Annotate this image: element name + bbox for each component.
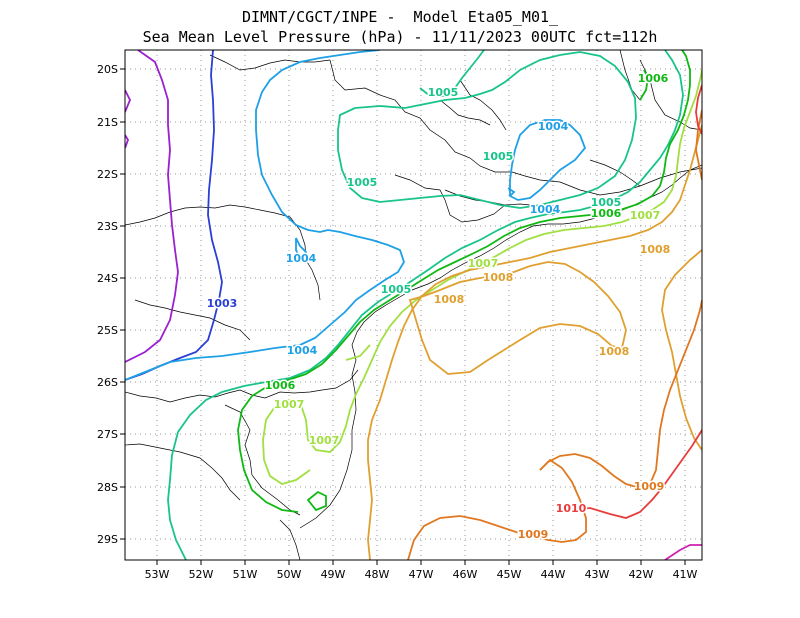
contour-label-1007: 1007: [468, 257, 499, 270]
contour-label-1005: 1005: [347, 176, 378, 189]
contour-label-1004: 1004: [286, 252, 317, 265]
isobar-1008-loop: [408, 261, 627, 375]
isobar-1006-loop: [306, 490, 327, 512]
isobar-1009-a: [539, 299, 702, 489]
contour-label-1008: 1008: [434, 293, 465, 306]
isobar-1010-b: [695, 84, 702, 135]
isobar-1001: [125, 89, 131, 113]
isobar-1010: [555, 429, 702, 519]
lat-label: 22S: [97, 168, 118, 181]
lat-label: 24S: [97, 272, 118, 285]
contour-label-1004: 1004: [538, 120, 569, 133]
isobar-1009-b: [407, 458, 587, 560]
contour-label-1005: 1005: [591, 196, 622, 209]
lon-label: 45W: [497, 568, 522, 581]
isobar-1005-south: [167, 50, 684, 560]
isobar-1007-west: [345, 344, 371, 361]
contour-label-1003: 1003: [207, 297, 238, 310]
contour-label-1004: 1004: [530, 203, 561, 216]
lon-label: 43W: [585, 568, 610, 581]
lon-label: 44W: [541, 568, 566, 581]
isobar-1002: [125, 50, 179, 363]
contour-label-1008: 1008: [483, 271, 514, 284]
isobar-1004-inlet: [507, 187, 516, 197]
isobar-1004-east: [509, 119, 587, 201]
contour-label-1009: 1009: [634, 480, 665, 493]
lon-label: 46W: [453, 568, 478, 581]
contour-label-1008: 1008: [640, 243, 671, 256]
lat-label: 29S: [97, 533, 118, 546]
axis-ticks: [120, 68, 686, 565]
contour-label-1004: 1004: [287, 344, 318, 357]
lon-label: 53W: [145, 568, 170, 581]
isobar-1003: [125, 50, 223, 381]
lat-label: 21S: [97, 116, 118, 129]
lon-labels: 53W 52W 51W 50W 49W 48W 47W 46W 45W 44W …: [145, 568, 698, 581]
contour-label-1005: 1005: [381, 283, 412, 296]
contour-label-1007: 1007: [274, 398, 305, 411]
plot-frame: [124, 49, 703, 561]
contour-label-1006: 1006: [638, 72, 669, 85]
isobar-1004-pocket: [295, 237, 308, 260]
contour-label-1005: 1005: [428, 86, 459, 99]
lon-label: 48W: [365, 568, 390, 581]
contour-label-1007: 1007: [309, 434, 340, 447]
lon-label: 49W: [321, 568, 346, 581]
contour-labels: 1003 1004 1004 1004 1004 1005 1005 1005 …: [205, 71, 672, 543]
lat-label: 23S: [97, 220, 118, 233]
isobar-1005-loop: [337, 51, 637, 209]
contour-label-1010: 1010: [556, 502, 587, 515]
lon-label: 50W: [277, 568, 302, 581]
isobar-1004-west: [125, 50, 405, 381]
lon-label: 42W: [629, 568, 654, 581]
contour-label-1007: 1007: [630, 209, 661, 222]
isobar-1005-north: [419, 50, 485, 97]
lat-label: 20S: [97, 63, 118, 76]
contour-label-1009: 1009: [518, 528, 549, 541]
contour-label-1005: 1005: [483, 150, 514, 163]
lat-label: 25S: [97, 324, 118, 337]
contour-label-1006: 1006: [591, 207, 622, 220]
isobar-1008-main: [367, 124, 702, 560]
isobar-1011: [664, 544, 702, 560]
lat-label: 28S: [97, 481, 118, 494]
isobar-1001b: [125, 134, 129, 149]
lon-label: 52W: [189, 568, 214, 581]
lat-label: 27S: [97, 428, 118, 441]
contour-label-1006: 1006: [265, 379, 296, 392]
isobar-1006-main: [237, 50, 691, 513]
isobar-1008-east: [661, 249, 702, 451]
lon-label: 47W: [409, 568, 434, 581]
lat-label: 26S: [97, 376, 118, 389]
isobar-1009-c: [695, 109, 702, 181]
lat-labels: 20S 21S 22S 23S 24S 25S 26S 27S 28S 29S: [97, 63, 118, 546]
map-title-line2: Sea Mean Level Pressure (hPa) - 11/11/20…: [142, 28, 658, 46]
lon-label: 51W: [233, 568, 258, 581]
map-title-line1: DIMNT/CGCT/INPE - Model Eta05_M01_: [241, 8, 559, 26]
lon-label: 41W: [673, 568, 698, 581]
contour-label-1008: 1008: [599, 345, 630, 358]
isobar-1006-ne: [639, 69, 649, 101]
map-grid: [125, 50, 702, 560]
